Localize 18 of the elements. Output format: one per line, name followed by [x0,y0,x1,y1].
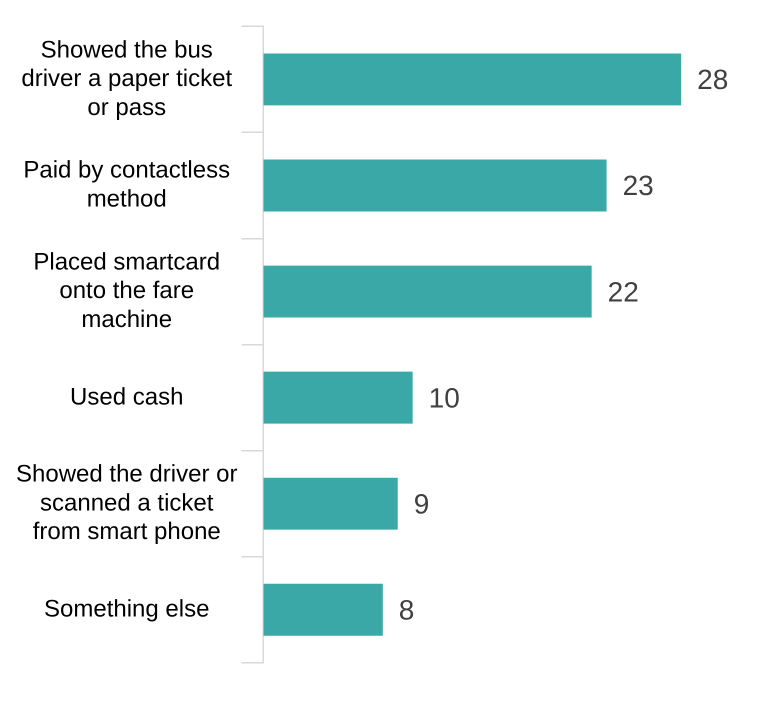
bar [263,478,398,530]
data-label: 22 [608,276,639,308]
y-tick-label: Showed the bus driver a paper ticket or pass [21,36,232,121]
bar [263,372,413,424]
data-label: 10 [428,382,460,414]
bar [263,584,383,636]
y-tick-label: Used cash [70,383,184,410]
bar [263,53,682,106]
bar [263,266,592,318]
data-label: 28 [697,64,728,96]
y-tick-label: Paid by contactless method [23,156,230,213]
bar [263,160,607,212]
data-label: 8 [398,594,414,626]
data-label: 9 [414,488,430,520]
y-tick-label: Something else [44,595,210,622]
y-tick-label: Placed smartcard onto the fare machine [33,248,220,333]
data-label: 23 [622,170,654,202]
y-tick-label: Showed the driver or scanned a ticket from smart phone [16,460,238,546]
